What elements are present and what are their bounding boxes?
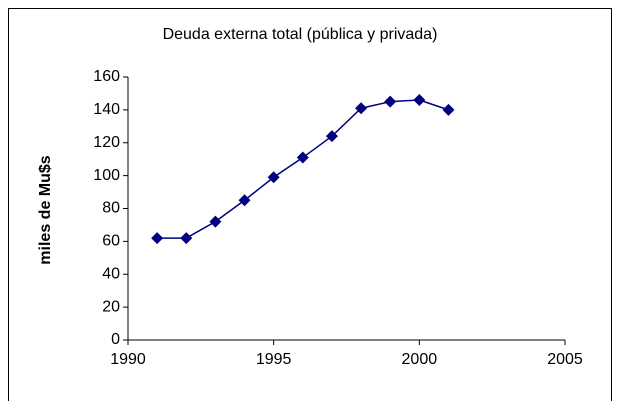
x-tick-label: 2000 — [402, 351, 438, 368]
marker — [296, 151, 309, 164]
marker — [180, 232, 193, 245]
marker — [325, 130, 338, 143]
y-tick-label: 120 — [93, 134, 120, 151]
y-tick-label: 40 — [102, 265, 120, 282]
marker — [238, 194, 251, 207]
chart-frame — [8, 8, 612, 401]
chart-title: Deuda externa total (pública y privada) — [163, 26, 438, 43]
y-tick-label: 60 — [102, 233, 120, 250]
marker — [355, 102, 368, 115]
marker — [151, 232, 164, 245]
y-tick-label: 160 — [93, 68, 120, 85]
line — [157, 99, 449, 239]
x-tick-label: 2005 — [547, 351, 583, 368]
x-tick-label: 1995 — [256, 351, 292, 368]
marker — [209, 215, 222, 228]
y-tick-label: 0 — [111, 331, 120, 348]
y-tick-label: 20 — [102, 298, 120, 315]
marker — [442, 103, 455, 116]
x-tick-label: 1990 — [110, 351, 146, 368]
y-tick-label: 100 — [93, 167, 120, 184]
y-axis-label: miles de Mu$s — [37, 155, 54, 264]
marker — [384, 95, 397, 108]
marker — [413, 94, 426, 107]
y-tick-label: 80 — [102, 200, 120, 217]
marker — [267, 171, 280, 184]
y-tick-label: 140 — [93, 101, 120, 118]
